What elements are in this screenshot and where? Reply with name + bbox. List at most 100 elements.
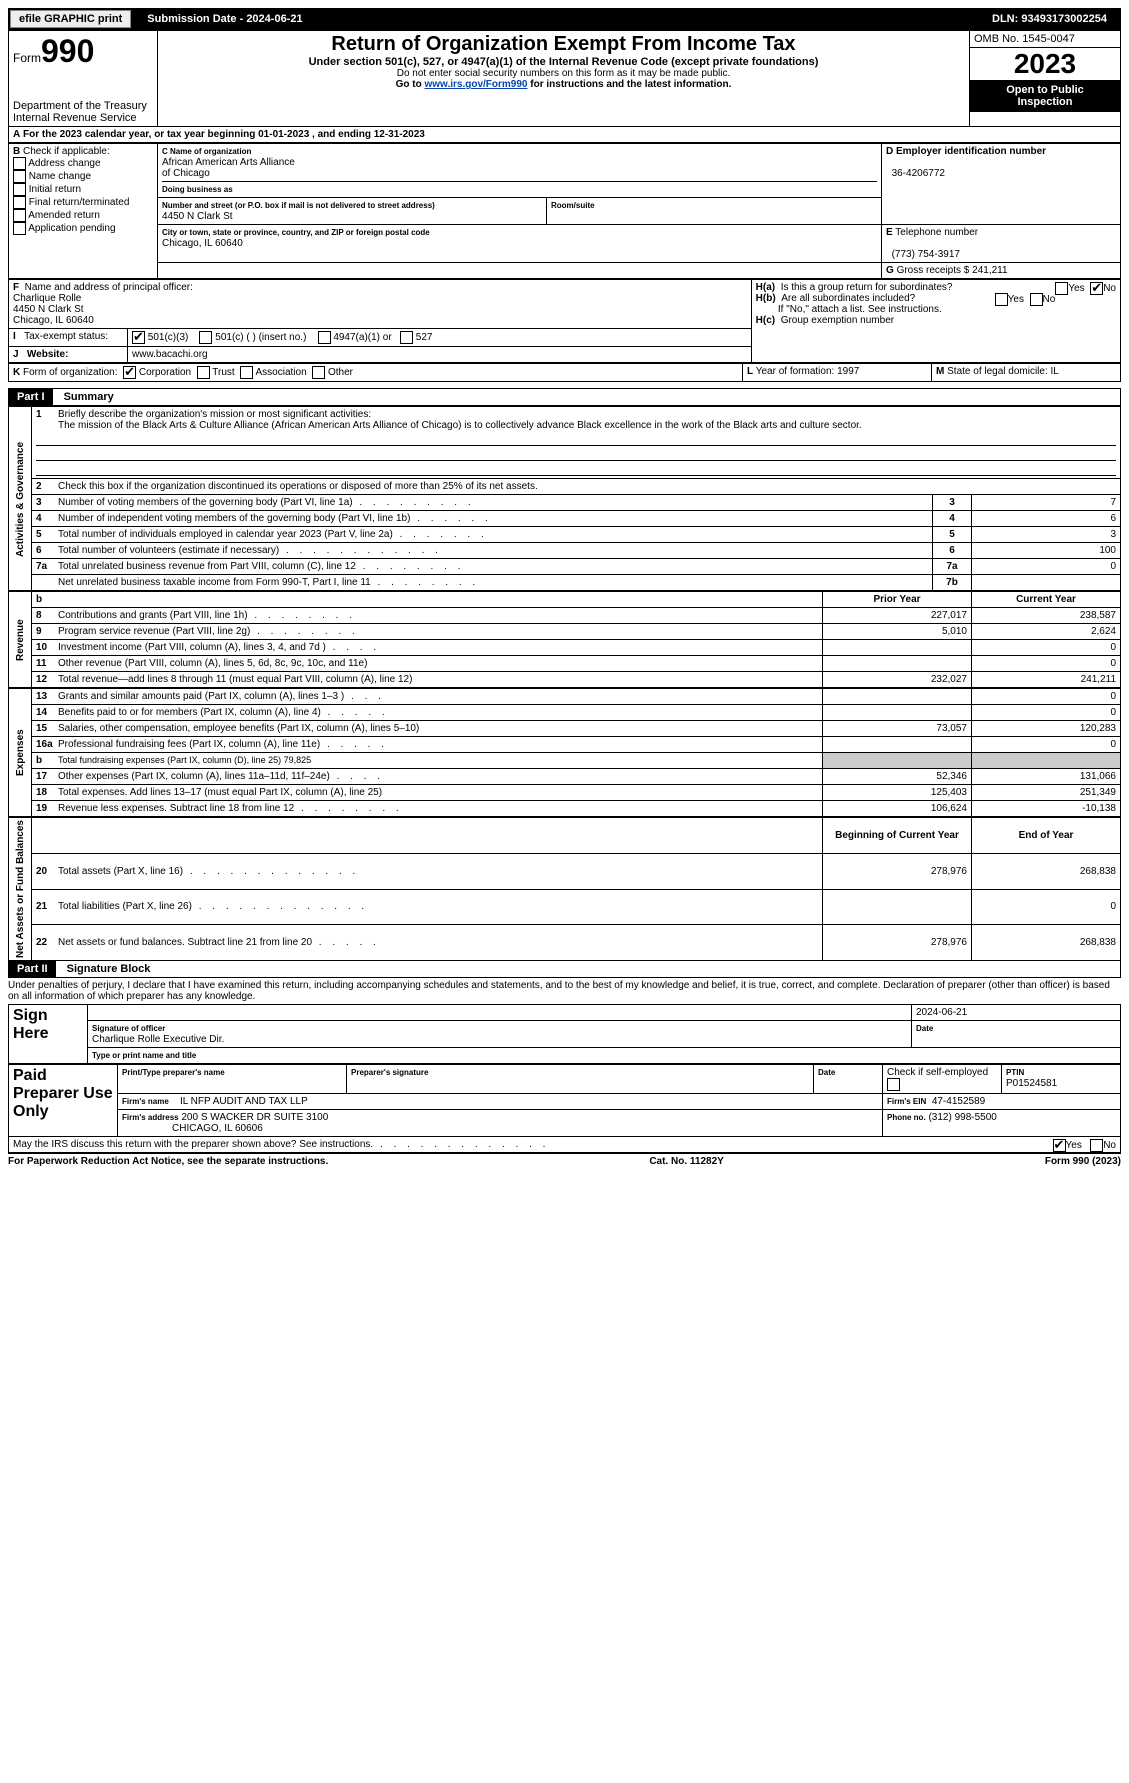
checkbox-discuss-yes[interactable] (1053, 1139, 1066, 1152)
sig-officer-label: Signature of officer (92, 1024, 165, 1033)
summary-governance: Activities & Governance 1Briefly describ… (8, 406, 1121, 591)
opt-501c: 501(c) ( ) (insert no.) (215, 332, 306, 343)
tax-exempt-label: Tax-exempt status: (24, 331, 108, 342)
irs-link[interactable]: www.irs.gov/Form990 (424, 79, 527, 90)
opt-501c3: 501(c)(3) (148, 332, 189, 343)
label-final-return: Final return/terminated (29, 197, 130, 208)
line-5-text: Total number of individuals employed in … (58, 529, 393, 540)
rev-9-prior: 5,010 (823, 624, 972, 640)
checkbox-other[interactable] (312, 366, 325, 379)
firm-addr-2: CHICAGO, IL 60606 (172, 1123, 263, 1134)
checkbox-527[interactable] (400, 331, 413, 344)
year-formation-label: Year of formation: (756, 366, 835, 377)
checkbox-amended-return[interactable] (13, 209, 26, 222)
checkbox-final-return[interactable] (13, 196, 26, 209)
state-domicile-value: IL (1051, 366, 1059, 377)
label-address-change: Address change (28, 158, 100, 169)
firm-addr-label: Firm's address (122, 1113, 179, 1122)
line-5-num: 5 (36, 529, 58, 540)
net-20-prior: 278,976 (823, 853, 972, 889)
state-domicile-label: State of legal domicile: (947, 366, 1048, 377)
exp-16a-text: Professional fundraising fees (Part IX, … (58, 739, 320, 750)
form-note-ssn: Do not enter social security numbers on … (162, 68, 965, 79)
city-label: City or town, state or province, country… (162, 228, 430, 237)
paid-preparer-label: Paid Preparer Use Only (13, 1067, 113, 1120)
footer-left: For Paperwork Reduction Act Notice, see … (8, 1156, 328, 1167)
paid-preparer-table: Paid Preparer Use Only Print/Type prepar… (8, 1064, 1121, 1137)
firm-name-value: IL NFP AUDIT AND TAX LLP (180, 1096, 308, 1107)
exp-14-num: 14 (36, 707, 58, 718)
checkbox-ha-yes[interactable] (1055, 282, 1068, 295)
net-22-text: Net assets or fund balances. Subtract li… (58, 937, 312, 948)
checkbox-assoc[interactable] (240, 366, 253, 379)
rev-10-num: 10 (36, 642, 58, 653)
sign-here-table: Sign Here 2024-06-21 Signature of office… (8, 1004, 1121, 1064)
exp-13-curr: 0 (972, 689, 1121, 705)
checkbox-hb-yes[interactable] (995, 293, 1008, 306)
exp-18-text: Total expenses. Add lines 13–17 (must eq… (58, 787, 382, 798)
form-number: 990 (41, 33, 94, 69)
phone-label: Telephone number (895, 227, 978, 238)
officer-street: 4450 N Clark St (13, 304, 84, 315)
form-org-label: Form of organization: (23, 367, 118, 378)
side-net-assets: Net Assets or Fund Balances (9, 818, 32, 961)
efile-print-button[interactable]: efile GRAPHIC print (10, 10, 131, 28)
exp-16a-num: 16a (36, 739, 58, 750)
checkbox-4947[interactable] (318, 331, 331, 344)
rev-8-prior: 227,017 (823, 608, 972, 624)
checkbox-initial-return[interactable] (13, 183, 26, 196)
checkbox-hb-no[interactable] (1030, 293, 1043, 306)
omb-number: OMB No. 1545-0047 (970, 31, 1120, 48)
discuss-text: May the IRS discuss this return with the… (13, 1139, 373, 1150)
line-2-text: Check this box if the organization disco… (58, 481, 538, 492)
opt-trust: Trust (212, 367, 234, 378)
checkbox-application-pending[interactable] (13, 222, 26, 235)
line-7b-text: Net unrelated business taxable income fr… (58, 577, 371, 588)
firm-addr-1: 200 S WACKER DR SUITE 3100 (181, 1112, 328, 1123)
phone-value: (773) 754-3917 (892, 249, 960, 260)
footer-cat-no: Cat. No. 11282Y (649, 1156, 723, 1167)
checkbox-ha-no[interactable] (1090, 282, 1103, 295)
org-name-2: of Chicago (162, 168, 210, 179)
line-6-val: 100 (972, 543, 1121, 559)
exp-16b-curr (972, 753, 1121, 769)
dln: DLN: 93493173002254 (980, 11, 1119, 27)
form-header: Form990 Department of the Treasury Inter… (8, 30, 1121, 127)
exp-16b-text: Total fundraising expenses (Part IX, col… (58, 755, 311, 765)
line-4-val: 6 (972, 511, 1121, 527)
checkbox-501c[interactable] (199, 331, 212, 344)
line-4-text: Number of independent voting members of … (58, 513, 410, 524)
mission-text: The mission of the Black Arts & Culture … (36, 420, 862, 431)
opt-assoc: Association (256, 367, 307, 378)
prep-sig-label: Preparer's signature (351, 1068, 429, 1077)
hb-yes: Yes (1008, 294, 1024, 305)
checkbox-trust[interactable] (197, 366, 210, 379)
exp-17-text: Other expenses (Part IX, column (A), lin… (58, 771, 330, 782)
part-2-title: Signature Block (59, 963, 151, 975)
side-revenue: Revenue (9, 592, 32, 688)
summary-expenses: Expenses 13Grants and similar amounts pa… (8, 688, 1121, 817)
opt-corp: Corporation (139, 367, 191, 378)
exp-17-curr: 131,066 (972, 769, 1121, 785)
street-label: Number and street (or P.O. box if mail i… (162, 201, 435, 210)
tax-year: 2023 (970, 48, 1120, 80)
firm-ein-value: 47-4152589 (932, 1096, 985, 1107)
exp-13-num: 13 (36, 691, 58, 702)
checkbox-self-employed[interactable] (887, 1078, 900, 1091)
checkbox-discuss-no[interactable] (1090, 1139, 1103, 1152)
net-21-num: 21 (36, 901, 58, 912)
side-expenses: Expenses (9, 689, 32, 817)
sig-type-label: Type or print name and title (92, 1051, 196, 1060)
city-value: Chicago, IL 60640 (162, 238, 243, 249)
checkbox-address-change[interactable] (13, 157, 26, 170)
checkbox-501c3[interactable] (132, 331, 145, 344)
label-name-change: Name change (29, 171, 91, 182)
checkbox-corp[interactable] (123, 366, 136, 379)
exp-18-num: 18 (36, 787, 58, 798)
exp-14-curr: 0 (972, 705, 1121, 721)
line-7a-text: Total unrelated business revenue from Pa… (58, 561, 356, 572)
dba-label: Doing business as (162, 185, 233, 194)
rev-9-text: Program service revenue (Part VIII, line… (58, 626, 250, 637)
checkbox-name-change[interactable] (13, 170, 26, 183)
form-note-link: Go to www.irs.gov/Form990 for instructio… (162, 79, 965, 90)
